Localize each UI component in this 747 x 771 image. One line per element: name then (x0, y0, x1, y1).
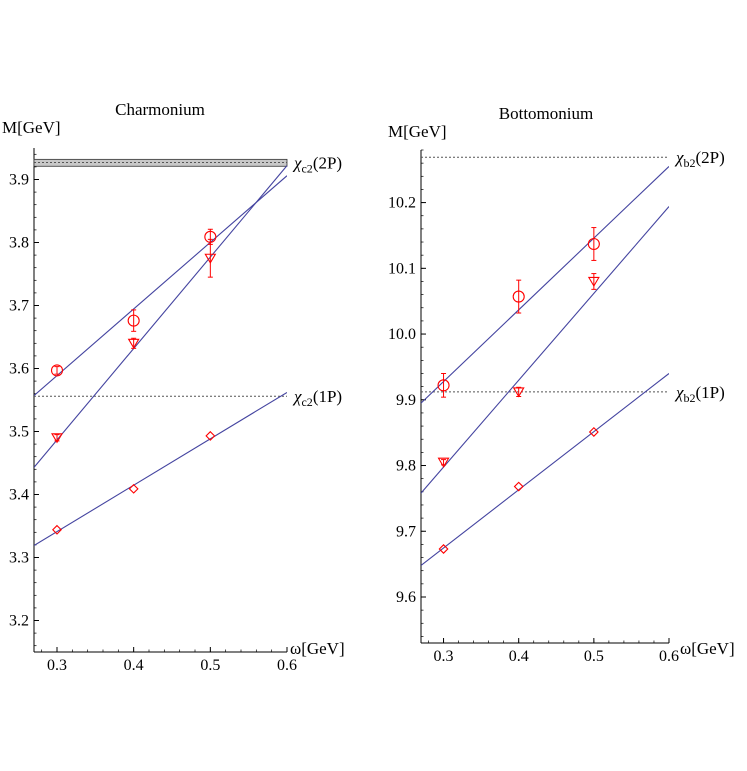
fit-line (421, 166, 669, 404)
reference-label: χb2(2P) (674, 148, 725, 170)
reference-symbol: χ (292, 387, 302, 406)
data-point (50, 364, 64, 377)
y-tick-label: 3.6 (9, 361, 29, 378)
y-tick-label: 3.5 (9, 424, 29, 441)
charmonium-chart: Charmonium M[GeV] ω[GeV] 3.2 3.3 3.4 3.5 3.6… (2, 100, 345, 674)
series-diamond (421, 373, 669, 566)
reference-suffix: (1P) (313, 387, 342, 406)
y-tick-label: 9.8 (396, 458, 416, 475)
x-tick-label: 0.5 (584, 648, 604, 665)
data-point (205, 430, 216, 441)
reference-subscript: b2 (683, 156, 695, 170)
x-tick-label: 0.4 (124, 657, 144, 674)
fit-line (34, 175, 287, 397)
data-point (204, 253, 217, 264)
series-circle (421, 166, 669, 404)
reference-subscript: b2 (683, 391, 695, 405)
data-point (587, 237, 600, 251)
reference-suffix: (2P) (695, 148, 724, 167)
reference-suffix: (2P) (313, 153, 342, 172)
bottomonium-chart: Bottomonium M[GeV] ω[GeV] 9.6 9.7 9.8 9.9 10… (388, 104, 735, 665)
y-tick-label: 9.6 (396, 589, 416, 606)
series-triangle-down (34, 165, 287, 468)
reference-subscript: c2 (301, 395, 312, 409)
x-tick-label: 0.6 (277, 657, 297, 674)
data-point (588, 427, 599, 437)
data-point (127, 314, 140, 327)
x-axis-label: ω[GeV] (680, 639, 735, 658)
data-point (437, 379, 450, 392)
fit-line (34, 391, 287, 547)
x-tick-label: 0.6 (659, 648, 679, 665)
fit-line (421, 206, 669, 494)
reference-label: χb2(1P) (674, 383, 725, 405)
y-tick-label: 9.9 (396, 392, 416, 409)
data-point (438, 544, 449, 554)
y-tick-label: 3.3 (9, 550, 29, 567)
y-tick-label: 3.2 (9, 613, 29, 630)
x-axis-label: ω[GeV] (290, 639, 345, 658)
data-point (127, 338, 140, 349)
x-tick-label: 0.5 (200, 657, 220, 674)
reference-label: χc2(1P) (292, 387, 342, 409)
reference-symbol: χ (674, 148, 684, 167)
x-tick-label: 0.3 (434, 648, 454, 665)
y-tick-label: 3.4 (9, 487, 29, 504)
data-point (52, 524, 62, 535)
data-point (513, 481, 524, 492)
y-axis-label: M[GeV] (2, 118, 61, 137)
y-tick-label: 10.0 (388, 326, 416, 343)
series-circle (34, 175, 287, 397)
y-tick-label: 10.1 (388, 260, 416, 277)
reference-suffix: (1P) (695, 383, 724, 402)
fit-line (34, 165, 287, 468)
y-tick-label: 9.7 (396, 523, 416, 540)
chart-title: Bottomonium (499, 104, 593, 123)
data-point (51, 433, 63, 444)
y-tick-label: 10.2 (388, 195, 416, 212)
data-point (512, 290, 525, 303)
data-point (128, 483, 139, 494)
y-tick-label: 3.7 (9, 298, 29, 315)
series-diamond (34, 391, 287, 547)
x-tick-label: 0.4 (509, 648, 529, 665)
reference-symbol: χ (674, 383, 684, 402)
data-point (587, 276, 600, 288)
fit-line (421, 373, 669, 566)
reference-symbol: χ (292, 153, 302, 172)
y-axis-label: M[GeV] (388, 122, 447, 141)
data-point (512, 387, 525, 398)
series-triangle-down (421, 206, 669, 494)
reference-label: χc2(2P) (292, 153, 342, 175)
y-tick-label: 3.8 (9, 235, 29, 252)
data-point (437, 457, 450, 468)
y-tick-label: 3.9 (9, 172, 29, 189)
chart-title: Charmonium (115, 100, 205, 119)
reference-subscript: c2 (301, 161, 312, 175)
x-tick-label: 0.3 (47, 657, 67, 674)
